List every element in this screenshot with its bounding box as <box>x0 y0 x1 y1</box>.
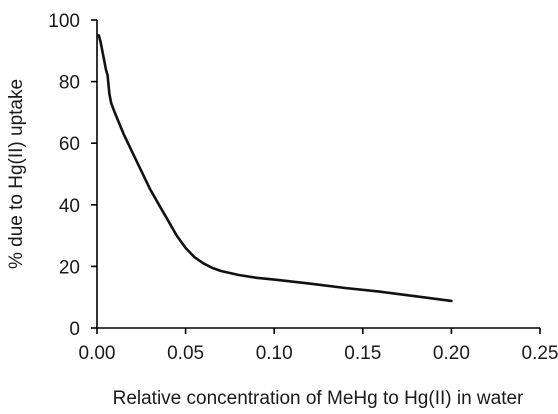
y-tick-label: 100 <box>48 11 80 32</box>
y-axis-title: % due to Hg(II) uptake <box>6 79 27 269</box>
y-axis-ticks: 0 20 40 60 80 100 <box>48 11 97 340</box>
y-tick-label: 20 <box>59 257 80 278</box>
x-axis-title: Relative concentration of MeHg to Hg(II)… <box>113 388 524 409</box>
x-tick-label: 0.15 <box>344 343 381 364</box>
series-line <box>97 34 453 303</box>
plot-area <box>97 34 453 303</box>
y-tick-label: 60 <box>59 134 80 155</box>
x-tick-label: 0.20 <box>433 343 470 364</box>
x-axis-ticks: 0.00 0.05 0.10 0.15 0.20 0.25 <box>79 328 558 364</box>
x-tick-label: 0.10 <box>256 343 293 364</box>
y-tick-label: 80 <box>59 73 80 94</box>
x-tick-label: 0.00 <box>79 343 116 364</box>
x-tick-label: 0.05 <box>167 343 204 364</box>
y-tick-label: 40 <box>59 196 80 217</box>
y-tick-label: 0 <box>69 319 80 340</box>
x-tick-label: 0.25 <box>522 343 558 364</box>
